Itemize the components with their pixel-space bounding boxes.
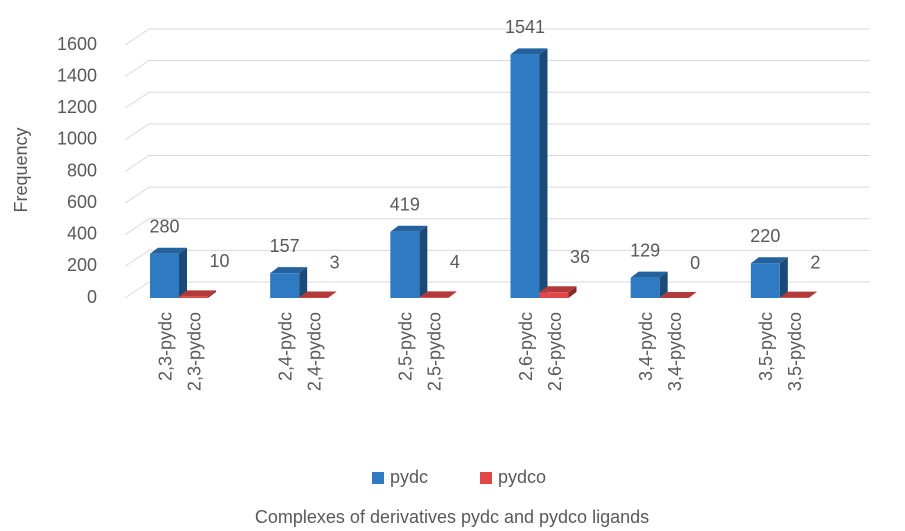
bar-top (630, 271, 668, 278)
bar (750, 263, 780, 298)
y-tick-label: 1600 (57, 34, 97, 54)
grid-line (124, 155, 870, 172)
data-label: 280 (149, 216, 179, 236)
bar (390, 231, 420, 298)
bar-side (179, 247, 187, 298)
data-label: 157 (270, 236, 300, 256)
data-label: 129 (630, 240, 660, 260)
bar-side (448, 291, 457, 298)
data-label: 36 (570, 247, 590, 267)
bar (150, 253, 179, 298)
grid-line (124, 281, 870, 299)
data-label: 0 (690, 253, 700, 273)
grid-line (124, 91, 870, 109)
bar (510, 54, 540, 298)
bar-side (208, 290, 216, 298)
bar-top (179, 290, 216, 297)
data-label: 2 (810, 252, 820, 272)
data-label: 4 (450, 252, 460, 272)
x-tick-label: 2,6-pydco (545, 312, 565, 391)
x-tick-label: 2,3-pydco (184, 312, 204, 391)
bar-top (510, 48, 548, 55)
data-label: 1541 (505, 17, 545, 37)
bar-side (539, 48, 548, 298)
grid-line (124, 218, 870, 236)
legend-swatch (372, 472, 384, 484)
bar-side (808, 291, 817, 298)
legend-label: pydco (498, 467, 546, 487)
y-tick-label: 0 (87, 287, 97, 307)
legend-label: pydc (390, 467, 428, 487)
bar-top (419, 291, 457, 298)
data-label: 10 (210, 251, 230, 271)
grid-line (124, 186, 870, 204)
data-label: 3 (330, 252, 340, 272)
y-tick-label: 200 (67, 255, 97, 275)
y-tick-label: 800 (67, 160, 97, 180)
bar-side (659, 271, 668, 298)
x-tick-label: 2,4-pydc (275, 312, 295, 381)
x-tick-label: 2,4-pydco (304, 312, 324, 391)
data-label: 419 (390, 194, 420, 214)
bar-top (779, 291, 817, 298)
bar-top (539, 286, 577, 293)
data-label: 220 (750, 226, 780, 246)
bar-top (299, 291, 337, 298)
x-tick-label: 2,6-pydc (516, 312, 536, 381)
bar-side (779, 257, 788, 298)
y-tick-label: 1400 (57, 65, 97, 85)
bar (179, 296, 208, 298)
y-tick-label: 1000 (57, 129, 97, 149)
grid-line (124, 28, 870, 46)
bar-side (419, 225, 428, 298)
y-tick-label: 1200 (57, 97, 97, 117)
legend-swatch (480, 472, 492, 484)
bar-side (299, 267, 308, 298)
x-tick-label: 3,5-pydc (756, 312, 776, 381)
bar-top (390, 225, 428, 232)
bar (419, 297, 449, 298)
x-axis-title: Complexes of derivatives pydc and pydco … (255, 507, 649, 527)
grid-line (124, 123, 870, 141)
bar (539, 292, 569, 298)
x-tick-label: 3,4-pydc (636, 312, 656, 381)
bar-top (270, 267, 308, 274)
y-tick-label: 600 (67, 192, 97, 212)
bar (270, 273, 300, 298)
bar-top (750, 257, 788, 264)
bar-side (328, 291, 337, 298)
bar-top (150, 247, 187, 254)
x-tick-label: 3,5-pydco (785, 312, 805, 391)
bar-side (568, 286, 577, 298)
x-tick-label: 2,5-pydc (396, 312, 416, 381)
x-tick-label: 3,4-pydco (665, 312, 685, 391)
bar-top (659, 292, 697, 298)
x-tick-label: 2,3-pydc (155, 312, 175, 381)
y-axis-title: Frequency (11, 127, 31, 212)
y-tick-label: 400 (67, 224, 97, 244)
grid-line (124, 249, 870, 267)
grid-line (124, 60, 870, 78)
x-tick-label: 2,5-pydco (425, 312, 445, 391)
bar (630, 277, 660, 298)
